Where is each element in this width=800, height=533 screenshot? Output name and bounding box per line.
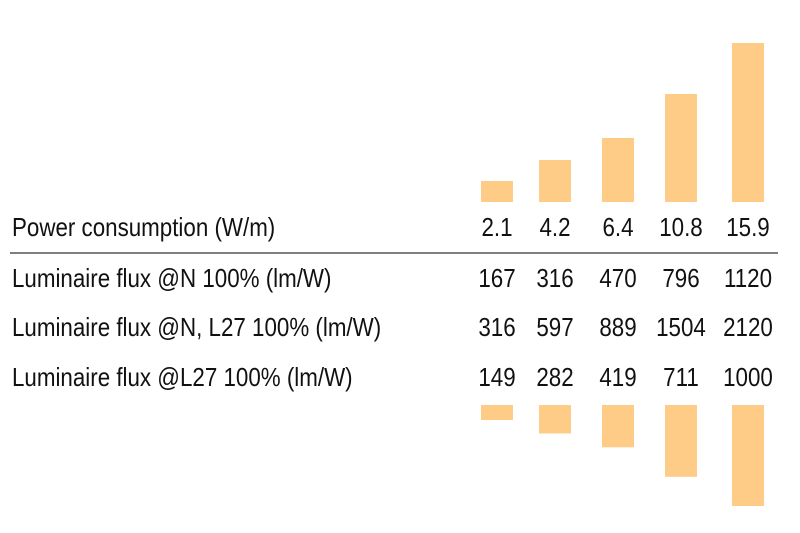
power-bar [665, 94, 697, 202]
flux-bar [732, 405, 764, 506]
cell-value: 2.1 [481, 213, 512, 242]
power-bar [602, 138, 634, 202]
flux-bar [539, 405, 571, 434]
cell-value: 889 [599, 313, 636, 342]
flux-bar [602, 405, 634, 448]
flux-bar [481, 405, 513, 421]
cell-value: 10.8 [659, 213, 702, 242]
cell-value: 1000 [723, 363, 773, 392]
row-label: Luminaire flux @N, L27 100% (lm/W) [12, 313, 381, 342]
cell-value: 149 [478, 363, 515, 392]
cell-value: 15.9 [726, 213, 769, 242]
cell-value: 316 [536, 264, 573, 293]
cell-value: 6.4 [602, 213, 633, 242]
power-bar [481, 181, 513, 202]
cell-value: 2120 [723, 313, 773, 342]
cell-value: 282 [536, 363, 573, 392]
cell-value: 597 [536, 313, 573, 342]
cell-value: 796 [662, 264, 699, 293]
cell-value: 316 [478, 313, 515, 342]
cell-value: 711 [663, 363, 699, 392]
cell-value: 470 [599, 264, 636, 293]
cell-value: 419 [599, 363, 636, 392]
power-bar [539, 160, 571, 202]
row-label: Luminaire flux @N 100% (lm/W) [12, 264, 331, 293]
row-label: Luminaire flux @L27 100% (lm/W) [12, 363, 353, 392]
cell-value: 4.2 [539, 213, 570, 242]
cell-value: 1504 [656, 313, 706, 342]
header-label: Power consumption (W/m) [12, 213, 275, 242]
power-bar [732, 43, 764, 202]
cell-value: 167 [478, 264, 515, 293]
cell-value: 1120 [724, 264, 772, 293]
flux-bar [665, 405, 697, 477]
